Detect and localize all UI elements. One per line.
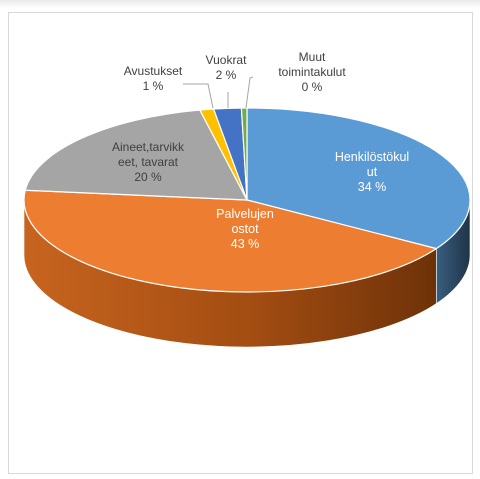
leader-line-muut-toimintakulut <box>245 76 254 109</box>
chart-top-border <box>0 0 480 8</box>
pie-slice-henkil-st-kul-ut <box>246 107 471 250</box>
data-label-aineet-tarvikk-eet-tavarat: Aineet,tarvikk eet, tavarat 20 % <box>112 140 185 184</box>
data-label-palvelujen-ostot: Palvelujen ostot 43 % <box>216 207 274 251</box>
pie-slice-aineet-tarvikk-eet-tavarat <box>24 109 248 201</box>
pie-slice-palvelujen-ostot <box>23 189 437 293</box>
data-label-henkil-st-kul-ut: Henkilöstökul ut 34 % <box>335 150 409 194</box>
data-label-vuokrat: Vuokrat 2 % <box>206 53 248 82</box>
pie-slice-muut-toimintakulut <box>240 107 248 201</box>
data-label-muut-toimintakulut: Muut toimintakulut 0 % <box>278 50 346 94</box>
data-label-avustukset: Avustukset 1 % <box>124 64 183 93</box>
leader-line-avustukset <box>183 83 214 109</box>
